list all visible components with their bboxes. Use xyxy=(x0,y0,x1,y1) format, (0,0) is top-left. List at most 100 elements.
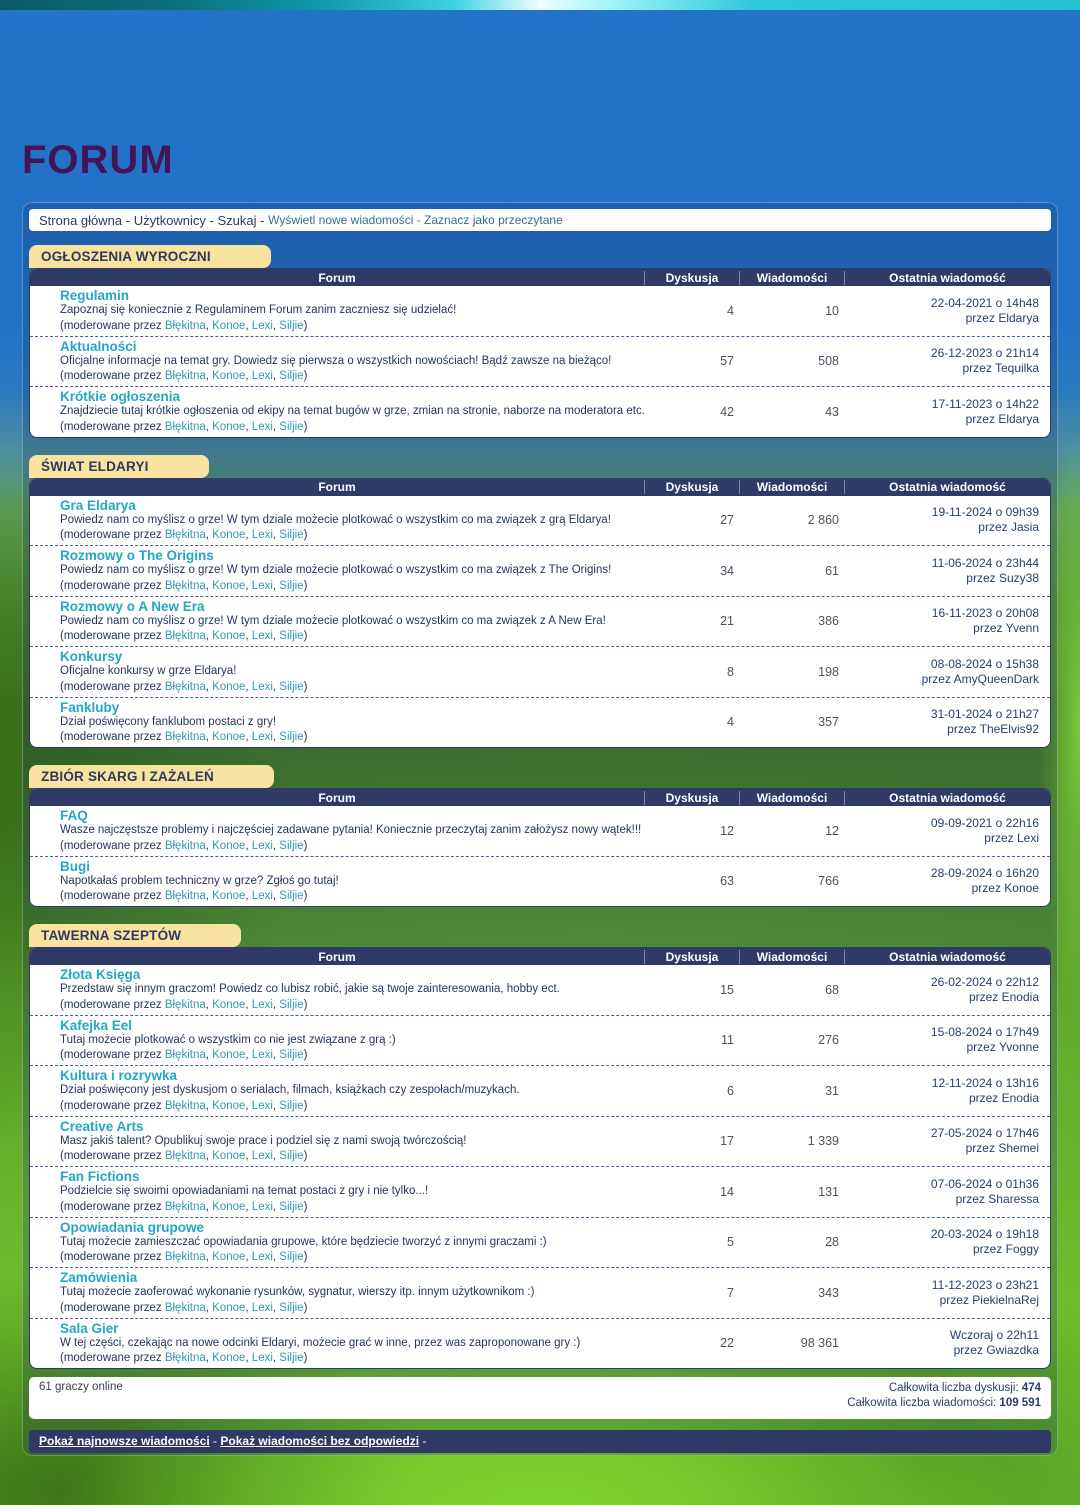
forum-link[interactable]: Opowiadania grupowe xyxy=(60,1219,205,1235)
moderator-link[interactable]: Lexi xyxy=(251,420,273,433)
moderator-link[interactable]: Konoe xyxy=(212,630,246,642)
last-message-author[interactable]: Enodia xyxy=(1001,1090,1039,1105)
moderator-link[interactable]: Siljie xyxy=(279,370,304,382)
moderator-link[interactable]: Siljie xyxy=(279,680,304,693)
moderator-link[interactable]: Błękitna xyxy=(164,1049,206,1061)
moderator-link[interactable]: Siljie xyxy=(279,1150,304,1162)
moderator-link[interactable]: Błękitna xyxy=(164,1200,206,1213)
forum-link[interactable]: Krótkie ogłoszenia xyxy=(60,389,181,404)
last-message-author[interactable]: Eldarya xyxy=(998,411,1039,426)
bottom-link[interactable]: Pokaż najnowsze wiadomości xyxy=(39,1434,210,1448)
moderator-link[interactable]: Konoe xyxy=(212,1049,246,1061)
moderator-link[interactable]: Błękitna xyxy=(164,1352,206,1364)
moderator-link[interactable]: Błękitna xyxy=(164,680,206,693)
moderator-link[interactable]: Błękitna xyxy=(164,529,206,541)
forum-link[interactable]: Złota Księga xyxy=(60,967,141,982)
last-message-author[interactable]: AmyQueenDark xyxy=(953,671,1039,686)
moderator-link[interactable]: Lexi xyxy=(251,890,273,902)
moderator-link[interactable]: Błękitna xyxy=(164,839,206,852)
moderator-link[interactable]: Błękitna xyxy=(164,1150,206,1162)
last-message-author[interactable]: Gwiazdka xyxy=(986,1343,1039,1358)
forum-link[interactable]: FAQ xyxy=(60,808,88,823)
moderator-link[interactable]: Błękitna xyxy=(164,890,206,902)
forum-link[interactable]: Kafejka Eel xyxy=(60,1017,133,1033)
forum-link[interactable]: Regulamin xyxy=(60,288,130,303)
forum-link[interactable]: Konkursy xyxy=(60,649,123,664)
moderator-link[interactable]: Konoe xyxy=(212,890,246,902)
moderator-link[interactable]: Konoe xyxy=(212,731,246,743)
moderator-link[interactable]: Siljie xyxy=(279,998,304,1011)
moderator-link[interactable]: Siljie xyxy=(279,420,304,433)
moderator-link[interactable]: Konoe xyxy=(212,420,246,433)
breadcrumb-link[interactable]: Szukaj xyxy=(217,212,257,228)
forum-link[interactable]: Rozmowy o The Origins xyxy=(60,548,214,563)
moderator-link[interactable]: Siljie xyxy=(279,839,304,852)
moderator-link[interactable]: Lexi xyxy=(251,630,273,642)
moderator-link[interactable]: Błękitna xyxy=(164,420,206,433)
moderator-link[interactable]: Siljie xyxy=(279,890,304,902)
moderator-link[interactable]: Siljie xyxy=(279,319,304,332)
moderator-link[interactable]: Siljie xyxy=(279,1099,304,1112)
moderator-link[interactable]: Konoe xyxy=(212,529,246,541)
moderator-link[interactable]: Siljie xyxy=(279,529,304,541)
forum-link[interactable]: Rozmowy o A New Era xyxy=(60,598,205,614)
moderator-link[interactable]: Siljie xyxy=(279,1301,304,1314)
moderator-link[interactable]: Konoe xyxy=(212,1301,246,1314)
breadcrumb-link[interactable]: Wyświetl nowe wiadomości xyxy=(268,213,414,227)
forum-link[interactable]: Creative Arts xyxy=(60,1118,144,1134)
moderator-link[interactable]: Lexi xyxy=(251,1352,273,1364)
moderator-link[interactable]: Konoe xyxy=(212,1099,246,1112)
breadcrumb-link[interactable]: Użytkownicy xyxy=(133,212,206,228)
last-message-author[interactable]: TheElvis92 xyxy=(979,722,1039,737)
moderator-link[interactable]: Lexi xyxy=(251,1099,273,1112)
moderator-link[interactable]: Siljie xyxy=(279,1352,304,1364)
moderator-link[interactable]: Błękitna xyxy=(164,1301,206,1314)
moderator-link[interactable]: Siljie xyxy=(279,731,304,743)
forum-link[interactable]: Zamówienia xyxy=(60,1270,138,1285)
moderator-link[interactable]: Konoe xyxy=(212,370,246,382)
moderator-link[interactable]: Konoe xyxy=(212,319,246,332)
moderator-link[interactable]: Lexi xyxy=(251,998,273,1011)
moderator-link[interactable]: Lexi xyxy=(251,579,273,592)
forum-link[interactable]: Bugi xyxy=(60,858,90,874)
moderator-link[interactable]: Lexi xyxy=(251,1251,273,1263)
moderator-link[interactable]: Lexi xyxy=(251,1200,273,1213)
last-message-author[interactable]: Enodia xyxy=(1001,989,1039,1004)
moderator-link[interactable]: Lexi xyxy=(251,1049,273,1061)
last-message-author[interactable]: Konoe xyxy=(1004,881,1039,896)
last-message-author[interactable]: Suzy38 xyxy=(998,570,1039,585)
breadcrumb-link[interactable]: Strona główna xyxy=(39,212,123,228)
moderator-link[interactable]: Siljie xyxy=(279,1251,304,1263)
moderator-link[interactable]: Siljie xyxy=(279,1200,304,1213)
forum-link[interactable]: Fan Fictions xyxy=(60,1169,140,1184)
moderator-link[interactable]: Błękitna xyxy=(164,731,206,743)
forum-link[interactable]: Sala Gier xyxy=(60,1320,119,1336)
breadcrumb-link[interactable]: Zaznacz jako przeczytane xyxy=(424,213,563,227)
moderator-link[interactable]: Konoe xyxy=(212,680,246,693)
last-message-author[interactable]: Tequilka xyxy=(994,361,1039,376)
last-message-author[interactable]: Yvenn xyxy=(1005,621,1039,636)
moderator-link[interactable]: Błękitna xyxy=(164,1099,206,1112)
last-message-author[interactable]: PiekielnaRej xyxy=(972,1292,1039,1307)
last-message-author[interactable]: Shemei xyxy=(998,1141,1039,1156)
moderator-link[interactable]: Konoe xyxy=(212,1150,246,1162)
last-message-author[interactable]: Yvonne xyxy=(998,1040,1039,1055)
moderator-link[interactable]: Konoe xyxy=(212,1251,246,1263)
moderator-link[interactable]: Lexi xyxy=(251,680,273,693)
moderator-link[interactable]: Błękitna xyxy=(164,630,206,642)
moderator-link[interactable]: Siljie xyxy=(279,630,304,642)
moderator-link[interactable]: Konoe xyxy=(212,839,246,852)
moderator-link[interactable]: Błękitna xyxy=(164,370,206,382)
moderator-link[interactable]: Błękitna xyxy=(164,998,206,1011)
moderator-link[interactable]: Błękitna xyxy=(164,1251,206,1263)
moderator-link[interactable]: Lexi xyxy=(251,1301,273,1314)
moderator-link[interactable]: Konoe xyxy=(212,1200,246,1213)
last-message-author[interactable]: Sharessa xyxy=(988,1191,1039,1206)
moderator-link[interactable]: Lexi xyxy=(251,319,273,332)
moderator-link[interactable]: Błękitna xyxy=(164,319,206,332)
forum-link[interactable]: Fankluby xyxy=(60,699,120,715)
last-message-author[interactable]: Jasia xyxy=(1010,520,1039,535)
moderator-link[interactable]: Błękitna xyxy=(164,579,206,592)
last-message-author[interactable]: Lexi xyxy=(1016,830,1039,845)
forum-link[interactable]: Gra Eldarya xyxy=(60,497,136,513)
